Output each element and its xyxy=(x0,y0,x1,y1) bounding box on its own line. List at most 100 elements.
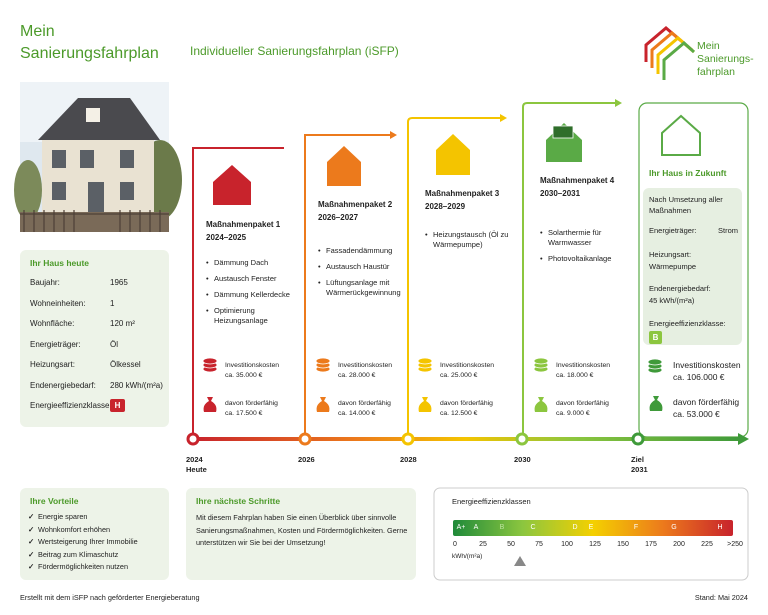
future-label: Energieträger: xyxy=(649,226,697,235)
package-years: 2024–2025 xyxy=(206,233,247,242)
row-value: Öl xyxy=(110,339,118,349)
footer-right: Stand: Mai 2024 xyxy=(694,593,748,602)
package-years: 2026–2027 xyxy=(318,213,359,222)
funding-label: davon förderfähig xyxy=(556,400,609,407)
package-label: Maßnahmenpaket 1 xyxy=(206,220,281,229)
scale-unit: kWh/(m²a) xyxy=(452,553,483,560)
funding-value: ca. 14.000 € xyxy=(338,410,376,417)
future-value: Wärmepumpe xyxy=(649,262,697,271)
panel xyxy=(186,488,416,580)
money-bag-icon xyxy=(534,397,548,412)
scale-tick: >250 xyxy=(727,541,743,548)
scale-tick: 175 xyxy=(645,541,657,548)
future-value: Strom xyxy=(717,226,738,235)
timeline-label: 2024 xyxy=(186,455,203,464)
measure: Fassadendämmung xyxy=(318,246,408,256)
funding-value: ca. 53.000 € xyxy=(673,409,720,419)
row-value: Ölkessel xyxy=(110,360,141,369)
coin-icon xyxy=(647,358,663,366)
timeline-label: Ziel xyxy=(631,455,644,464)
future-heading: Nach Umsetzung aller Maßnahmen xyxy=(649,195,723,215)
cost-label: Investitionskosten xyxy=(556,362,611,369)
panel-title: Ihre Vorteile xyxy=(30,496,79,506)
timeline-label: 2030 xyxy=(514,455,531,464)
row-label: Heizungsart: xyxy=(30,360,75,369)
row-value: 120 m² xyxy=(110,319,135,328)
future-value: 45 kWh/(m²a) xyxy=(649,296,695,305)
measure: Lüftungsanlage mit Wärmerückgewinnung xyxy=(318,278,408,298)
package-arrows xyxy=(192,99,749,438)
scale-marker xyxy=(514,556,526,566)
efficiency-scale xyxy=(453,520,733,536)
page-title: Mein xyxy=(20,23,55,40)
cost-label: Investitionskosten xyxy=(338,362,393,369)
cost-value: ca. 28.000 € xyxy=(338,372,376,379)
future-label: Heizungsart: xyxy=(649,250,692,259)
cost-value: ca. 25.000 € xyxy=(440,372,478,379)
efficiency-badge: B xyxy=(649,331,662,344)
row-label: Wohneinheiten: xyxy=(30,298,86,308)
scale-tick: 25 xyxy=(479,541,487,548)
row-label: Energieträger: xyxy=(30,339,81,349)
house-photo xyxy=(14,82,182,232)
class-label: G xyxy=(671,524,677,531)
advantage-item: Energie sparen xyxy=(28,512,87,522)
package-label: Maßnahmenpaket 2 xyxy=(318,200,393,209)
scale-title: Energieeffizienzklassen xyxy=(452,497,531,506)
future-label: Endenergiebedarf: xyxy=(649,284,711,293)
coin-icon xyxy=(315,357,331,365)
timeline-arrow xyxy=(738,433,749,445)
cost-value: ca. 35.000 € xyxy=(225,372,263,379)
scale-tick: 100 xyxy=(561,541,573,548)
measure: Optimierung Heizungsanlage xyxy=(206,306,299,326)
funding-label: davon förderfähig xyxy=(338,400,391,407)
row-value: 280 kWh/(m²a) xyxy=(110,380,163,390)
class-label: B xyxy=(499,524,505,531)
package-label: Maßnahmenpaket 3 xyxy=(425,189,500,198)
coin-icon xyxy=(417,357,433,365)
funding-label: davon förderfähig xyxy=(440,400,493,407)
measure: Dämmung Kellerdecke xyxy=(206,290,299,300)
efficiency-badge: H xyxy=(110,399,125,412)
scale-tick: 125 xyxy=(589,541,601,548)
package-icons xyxy=(213,114,701,205)
advantage-item: Wohnkomfort erhöhen xyxy=(28,525,110,535)
cost-value: ca. 106.000 € xyxy=(673,372,725,382)
package-years: 2030–2031 xyxy=(540,189,581,198)
funding-label: davon förderfähig xyxy=(673,397,740,407)
logo-icon xyxy=(644,26,696,80)
class-label: C xyxy=(530,524,536,531)
measure: Heizungstausch (Öl zu Wärmepumpe) xyxy=(425,230,515,250)
package-label: Maßnahmenpaket 4 xyxy=(540,176,615,185)
measure: Austausch Fenster xyxy=(206,274,299,284)
funding-value: ca. 9.000 € xyxy=(556,410,590,417)
measure: Austausch Haustür xyxy=(318,262,408,272)
advantage-item: Fördermöglichkeiten nutzen xyxy=(28,562,128,572)
logo-text: Sanierungs- xyxy=(697,53,754,65)
coin-icon xyxy=(533,357,549,365)
measure: Photovoltaikanlage xyxy=(540,254,620,264)
class-label: F xyxy=(633,524,639,531)
money-bag-icon xyxy=(316,397,330,412)
row-label: Energieeffizienzklasse: xyxy=(30,401,112,410)
timeline-label: Heute xyxy=(186,465,207,474)
class-label: H xyxy=(717,524,723,531)
scale-tick: 0 xyxy=(453,541,457,548)
cost-value: ca. 18.000 € xyxy=(556,372,594,379)
row-label: Baujahr: xyxy=(30,278,60,287)
cost-label: Investitionskosten xyxy=(673,360,741,370)
scale-tick: 150 xyxy=(617,541,629,548)
funding-label: davon förderfähig xyxy=(225,400,278,407)
scale-tick: 50 xyxy=(507,541,515,548)
future-label: Energieeffizienzklasse: xyxy=(649,319,726,328)
logo-text: Mein xyxy=(697,40,720,52)
scale-tick: 200 xyxy=(673,541,685,548)
measure: Dämmung Dach xyxy=(206,258,299,268)
panel-title: Ihre nächste Schritte xyxy=(196,496,281,506)
row-label: Wohnfläche: xyxy=(30,319,75,328)
logo-text: fahrplan xyxy=(697,66,735,78)
page-title: Sanierungsfahrplan xyxy=(20,45,159,62)
advantage-item: Wertsteigerung Ihrer Immobilie xyxy=(28,537,138,547)
scale-tick: 225 xyxy=(701,541,713,548)
